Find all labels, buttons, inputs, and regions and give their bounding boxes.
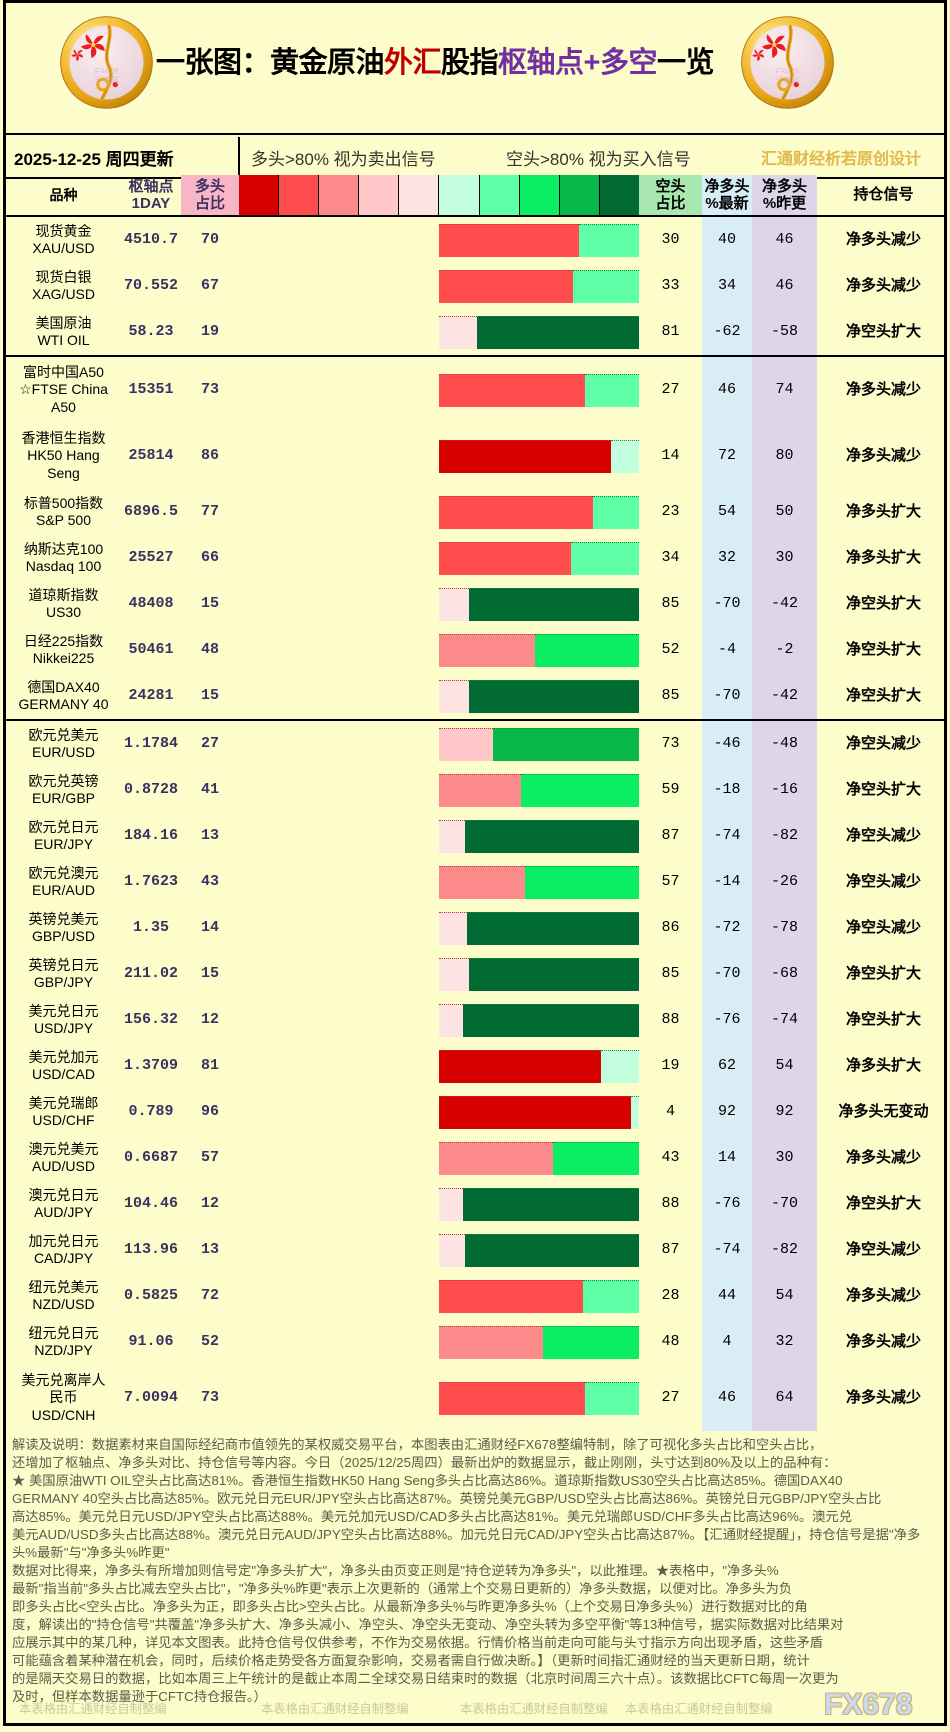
svg-text:汇通网: 汇通网 [776,75,800,85]
svg-text:FX678: FX678 [95,67,119,76]
svg-text:FX678: FX678 [776,67,800,76]
svg-text:汇通网: 汇通网 [95,75,119,85]
